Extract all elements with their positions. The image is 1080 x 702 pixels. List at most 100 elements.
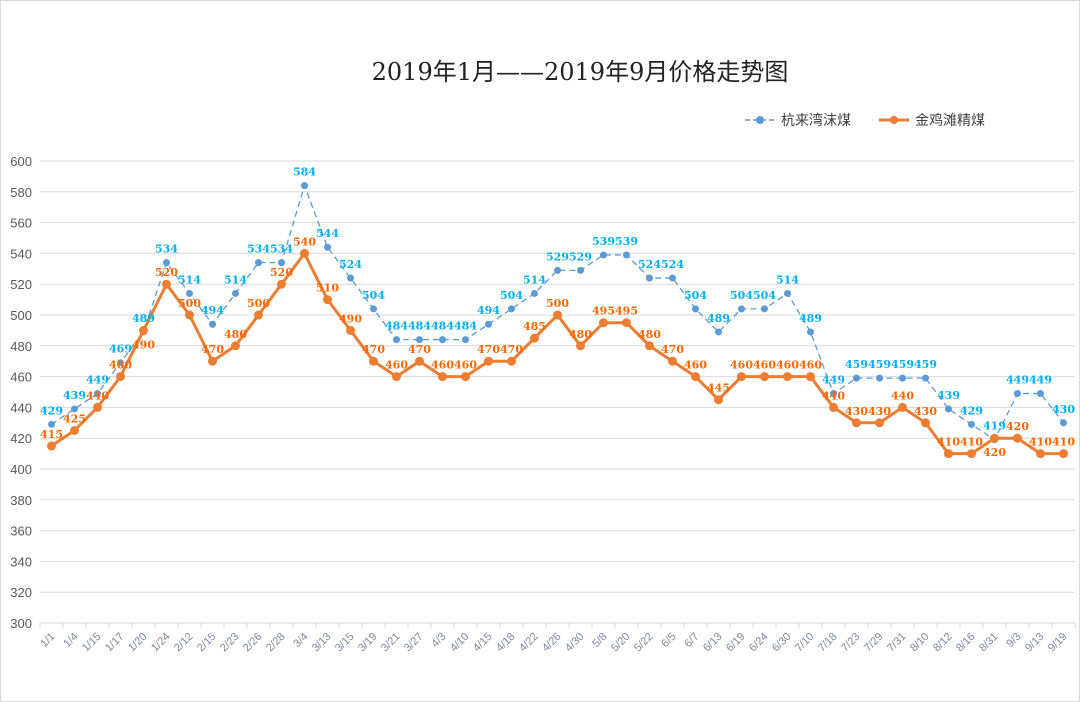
x-tick-label: 9/19 [1046, 631, 1070, 655]
data-point [232, 289, 239, 297]
y-tick-label: 480 [10, 339, 32, 354]
x-tick-label: 3/21 [379, 631, 403, 655]
data-label: 430 [845, 405, 868, 418]
data-label: 524 [661, 258, 684, 271]
x-tick-label: 6/7 [682, 631, 701, 650]
x-tick-label: 4/22 [517, 631, 541, 655]
data-label: 460 [109, 359, 132, 372]
data-point [278, 259, 285, 267]
data-point [875, 418, 884, 428]
data-label: 504 [500, 289, 523, 302]
y-tick-label: 540 [10, 246, 32, 261]
data-point [301, 182, 308, 190]
data-point [622, 318, 631, 328]
data-label: 410 [1029, 436, 1052, 449]
data-label: 440 [891, 389, 914, 402]
data-label: 534 [270, 243, 293, 256]
y-tick-label: 500 [10, 308, 32, 323]
data-label: 469 [109, 343, 132, 356]
y-tick-label: 380 [10, 493, 32, 508]
data-point [783, 372, 792, 382]
data-point [186, 289, 193, 297]
data-label: 430 [914, 405, 937, 418]
data-point [876, 374, 883, 382]
data-label: 470 [362, 343, 385, 356]
data-point [553, 310, 562, 320]
x-tick-label: 8/12 [931, 631, 955, 655]
legend: 杭来湾沫煤 金鸡滩精煤 [745, 110, 985, 130]
data-label: 500 [546, 297, 569, 310]
data-point [668, 356, 677, 366]
x-tick-label: 1/15 [80, 631, 104, 655]
data-point [162, 279, 171, 289]
data-point [508, 305, 515, 313]
data-label: 534 [155, 243, 178, 256]
data-label: 539 [615, 235, 638, 248]
data-point [922, 374, 929, 382]
data-point [852, 418, 861, 428]
data-label: 439 [63, 389, 86, 402]
x-tick-label: 3/13 [310, 631, 334, 655]
data-label: 504 [684, 289, 707, 302]
x-tick-label: 1/20 [126, 631, 150, 655]
data-point [990, 433, 999, 443]
y-tick-label: 360 [10, 524, 32, 539]
data-point [968, 420, 975, 428]
data-label: 470 [201, 343, 224, 356]
data-label: 460 [753, 359, 776, 372]
data-point [369, 356, 378, 366]
data-label: 495 [615, 305, 638, 318]
data-label: 459 [868, 358, 891, 371]
data-point [185, 310, 194, 320]
data-point [898, 402, 907, 412]
data-point [1059, 449, 1068, 459]
data-point [208, 356, 217, 366]
data-label: 510 [316, 282, 339, 295]
data-label: 460 [454, 359, 477, 372]
data-point [163, 259, 170, 267]
x-tick-label: 1/4 [61, 631, 80, 650]
data-label: 529 [569, 250, 592, 263]
data-label: 410 [960, 436, 983, 449]
x-tick-label: 2/28 [264, 631, 288, 655]
data-label: 485 [523, 320, 546, 333]
data-point [47, 441, 56, 451]
data-label: 470 [661, 343, 684, 356]
y-tick-label: 320 [10, 585, 32, 600]
data-point [94, 390, 101, 398]
x-tick-label: 9/3 [1004, 631, 1023, 650]
x-tick-label: 1/1 [38, 631, 57, 650]
data-label: 500 [247, 297, 270, 310]
x-tick-label: 4/15 [471, 631, 495, 655]
data-label: 439 [937, 389, 960, 402]
data-point [623, 251, 630, 259]
data-label: 449 [1029, 374, 1052, 387]
data-point [784, 289, 791, 297]
legend-marker-solid-icon [879, 116, 909, 124]
data-point [646, 274, 653, 282]
data-label: 419 [983, 420, 1006, 433]
data-label: 420 [1006, 420, 1029, 433]
data-point [554, 266, 561, 274]
data-label: 529 [546, 250, 569, 263]
data-label: 415 [40, 428, 63, 441]
data-point [415, 356, 424, 366]
data-point [692, 305, 699, 313]
x-tick-label: 6/24 [747, 631, 771, 655]
data-point [116, 372, 125, 382]
legend-marker-dashed-icon [745, 116, 775, 124]
data-label: 514 [178, 273, 201, 286]
data-point [48, 420, 55, 428]
data-label: 449 [822, 374, 845, 387]
data-point [416, 336, 423, 344]
data-label: 524 [638, 258, 661, 271]
data-label: 460 [776, 359, 799, 372]
data-label: 489 [132, 312, 155, 325]
data-label: 539 [592, 235, 615, 248]
chart-title: 2019年1月——2019年9月价格走势图 [371, 58, 789, 86]
data-point [255, 259, 262, 267]
data-label: 534 [247, 243, 270, 256]
data-label: 420 [983, 446, 1006, 459]
data-point [599, 318, 608, 328]
data-label: 460 [730, 359, 753, 372]
